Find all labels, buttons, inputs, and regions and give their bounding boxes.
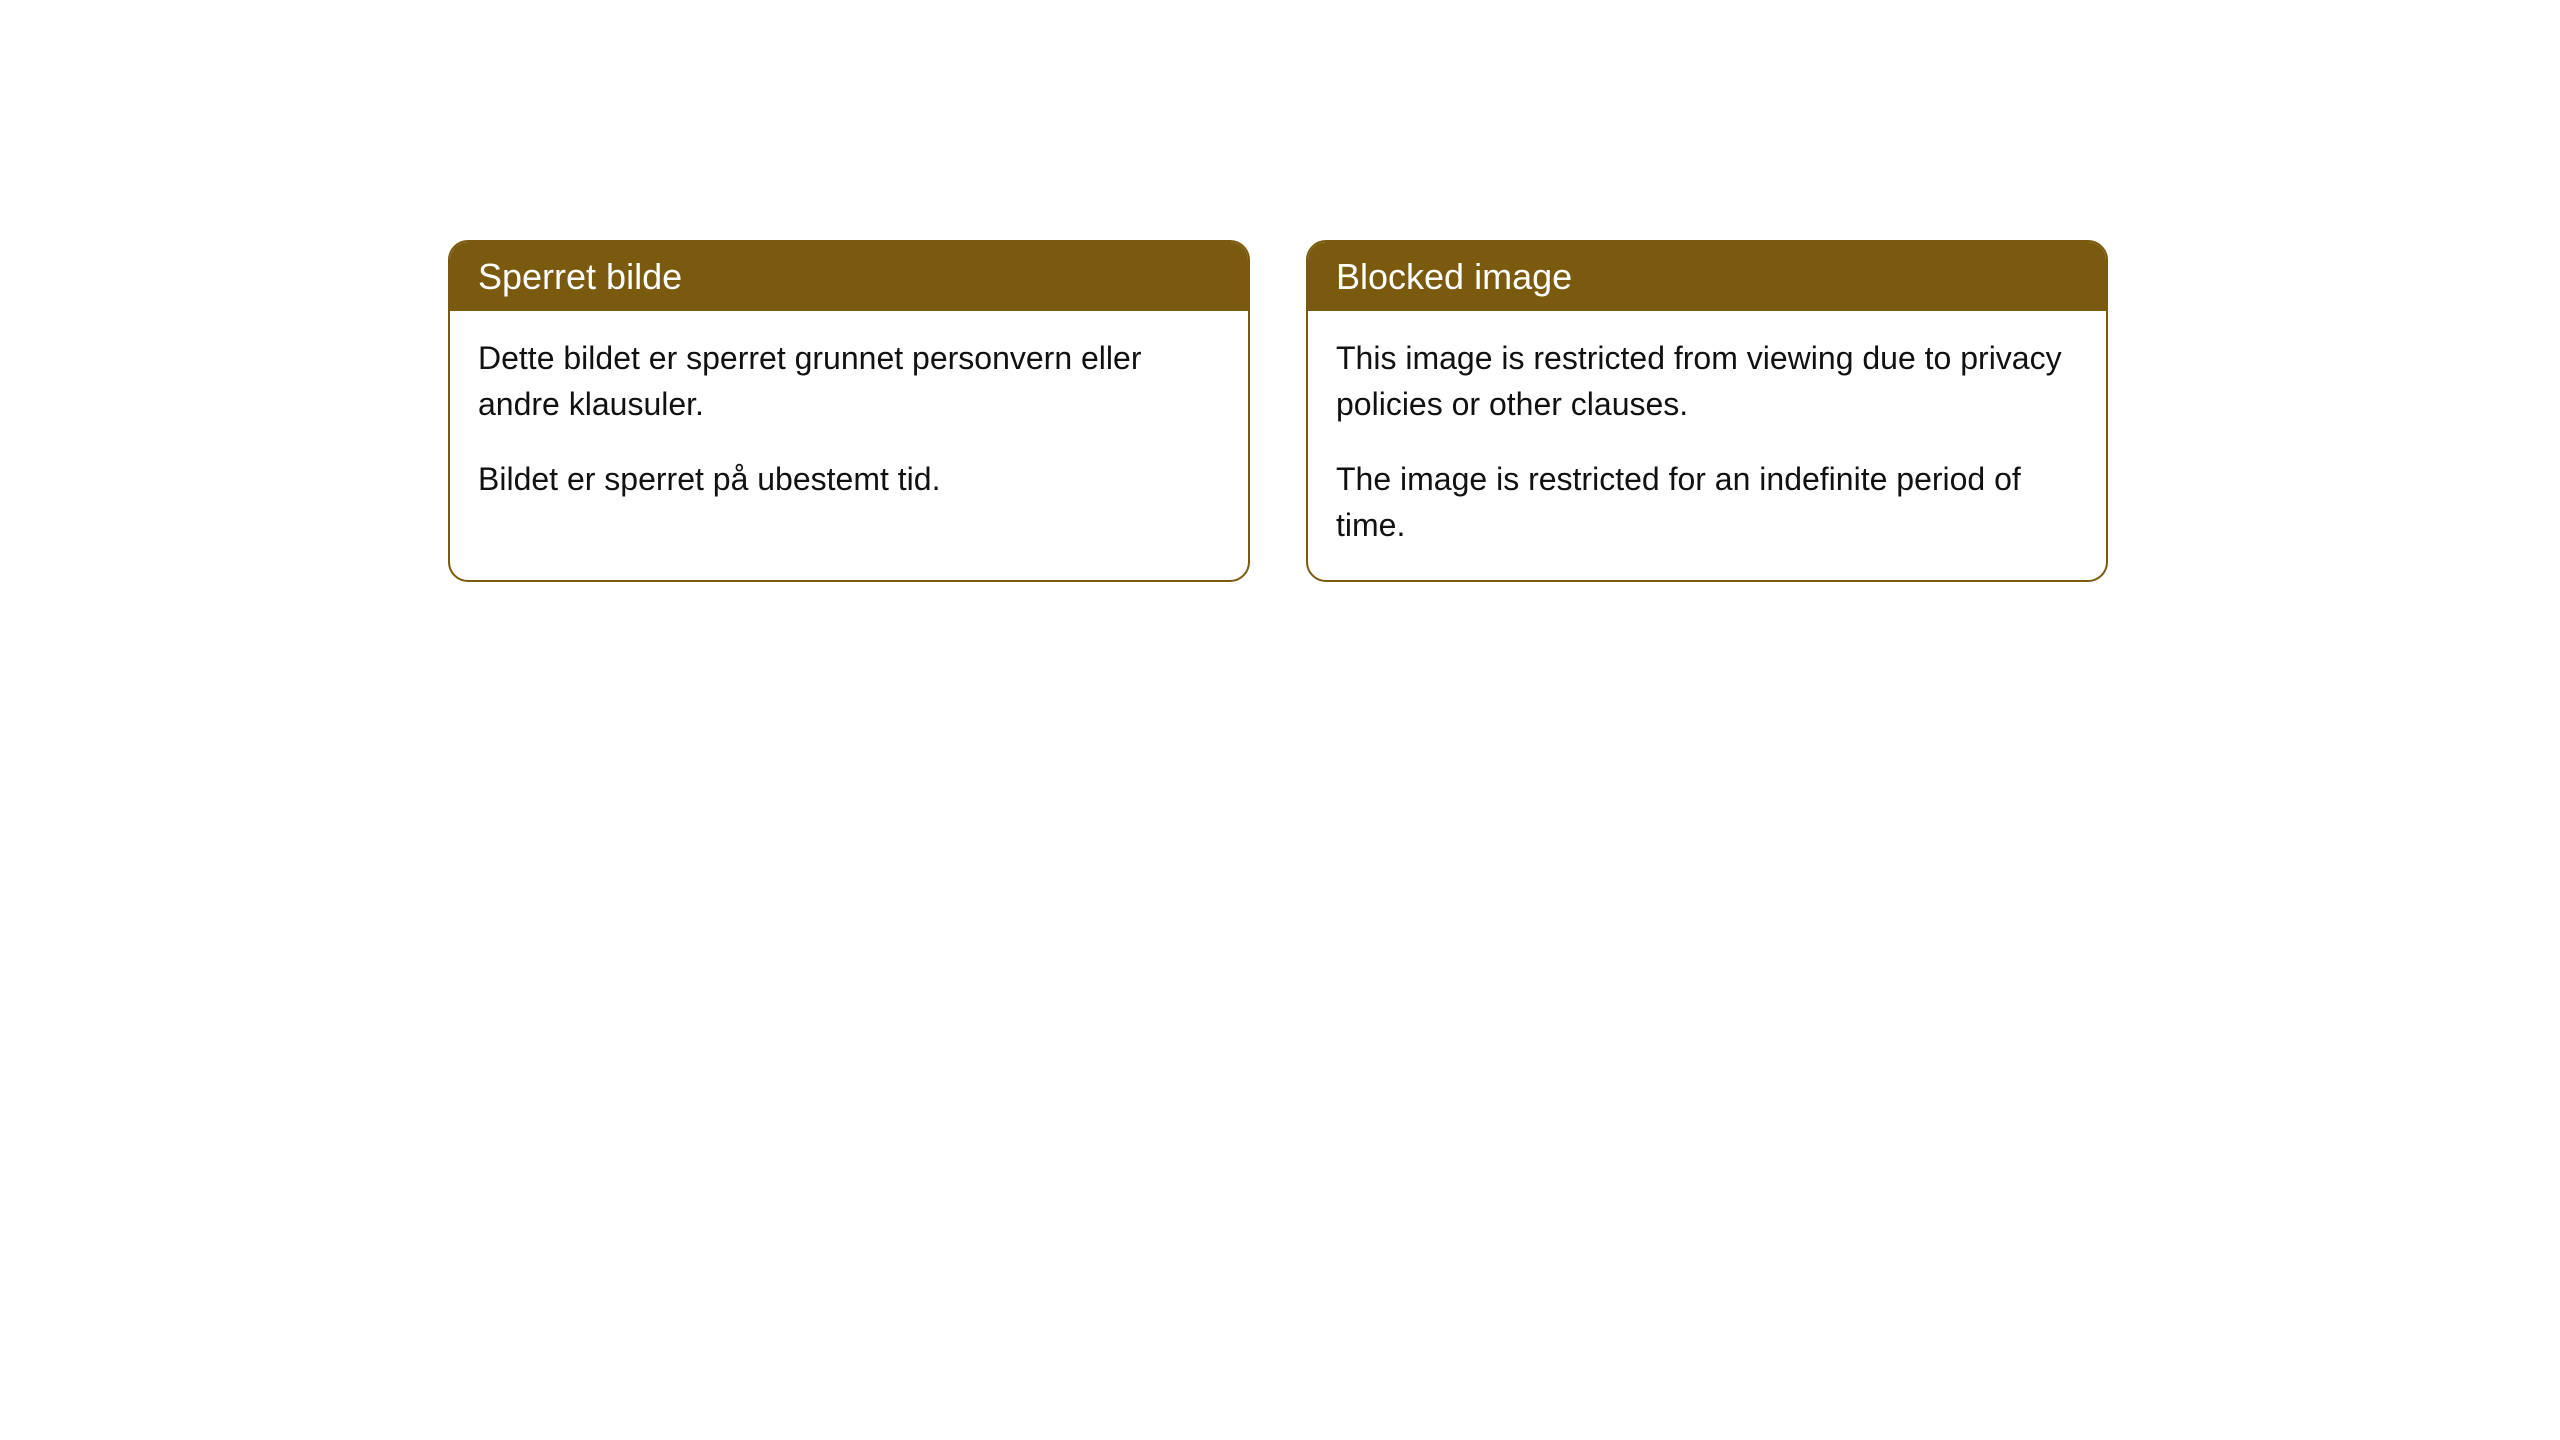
card-para2-no: Bildet er sperret på ubestemt tid.	[478, 456, 1220, 502]
card-header-en: Blocked image	[1308, 242, 2106, 311]
blocked-image-card-no: Sperret bilde Dette bildet er sperret gr…	[448, 240, 1250, 582]
card-para1-en: This image is restricted from viewing du…	[1336, 335, 2078, 428]
notice-container: Sperret bilde Dette bildet er sperret gr…	[448, 240, 2108, 582]
card-body-no: Dette bildet er sperret grunnet personve…	[450, 311, 1248, 534]
card-title-no: Sperret bilde	[478, 256, 682, 297]
card-para2-en: The image is restricted for an indefinit…	[1336, 456, 2078, 549]
card-header-no: Sperret bilde	[450, 242, 1248, 311]
card-para1-no: Dette bildet er sperret grunnet personve…	[478, 335, 1220, 428]
card-title-en: Blocked image	[1336, 256, 1572, 297]
blocked-image-card-en: Blocked image This image is restricted f…	[1306, 240, 2108, 582]
card-body-en: This image is restricted from viewing du…	[1308, 311, 2106, 581]
